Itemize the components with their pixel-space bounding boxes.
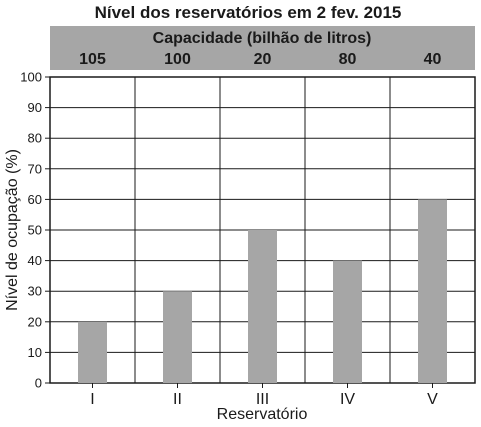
capacity-header-band (50, 26, 475, 70)
bars (78, 199, 447, 383)
y-tick-label: 70 (28, 161, 42, 176)
y-tick-label: 30 (28, 284, 42, 299)
y-tick-label: 40 (28, 253, 42, 268)
y-tick-label: 60 (28, 192, 42, 207)
capacity-value: 100 (164, 51, 191, 68)
bar-III (248, 230, 277, 383)
y-tick-label: 50 (28, 223, 42, 238)
y-axis-ticks: 0 10 20 30 40 50 60 70 80 90 100 (20, 70, 50, 391)
y-tick-label: 80 (28, 131, 42, 146)
y-axis-label: Nível de ocupação (%) (4, 149, 21, 311)
y-tick-label: 0 (35, 376, 42, 391)
capacity-value: 105 (79, 51, 106, 68)
x-tick-label: II (173, 391, 182, 408)
y-tick-label: 90 (28, 100, 42, 115)
x-tick-label: I (90, 391, 94, 408)
y-tick-label: 20 (28, 314, 42, 329)
capacity-values: 105 100 20 80 40 (79, 51, 441, 68)
capacity-header-title: Capacidade (bilhão de litros) (153, 30, 372, 47)
x-tick-label: IV (340, 391, 355, 408)
x-axis-label: Reservatório (217, 406, 308, 423)
chart-title: Nível dos reservatórios em 2 fev. 2015 (95, 3, 402, 22)
bar-I (78, 321, 107, 383)
capacity-value: 80 (339, 51, 357, 68)
x-tick-label: V (427, 391, 438, 408)
y-tick-label: 10 (28, 345, 42, 360)
y-tick-label: 100 (20, 70, 42, 85)
capacity-value: 20 (254, 51, 272, 68)
bar-II (163, 291, 192, 383)
bar-V (418, 199, 447, 383)
capacity-value: 40 (424, 51, 442, 68)
bar-IV (333, 260, 362, 383)
x-axis-ticks: I II III IV V (90, 383, 438, 408)
x-tick-label: III (256, 391, 269, 408)
